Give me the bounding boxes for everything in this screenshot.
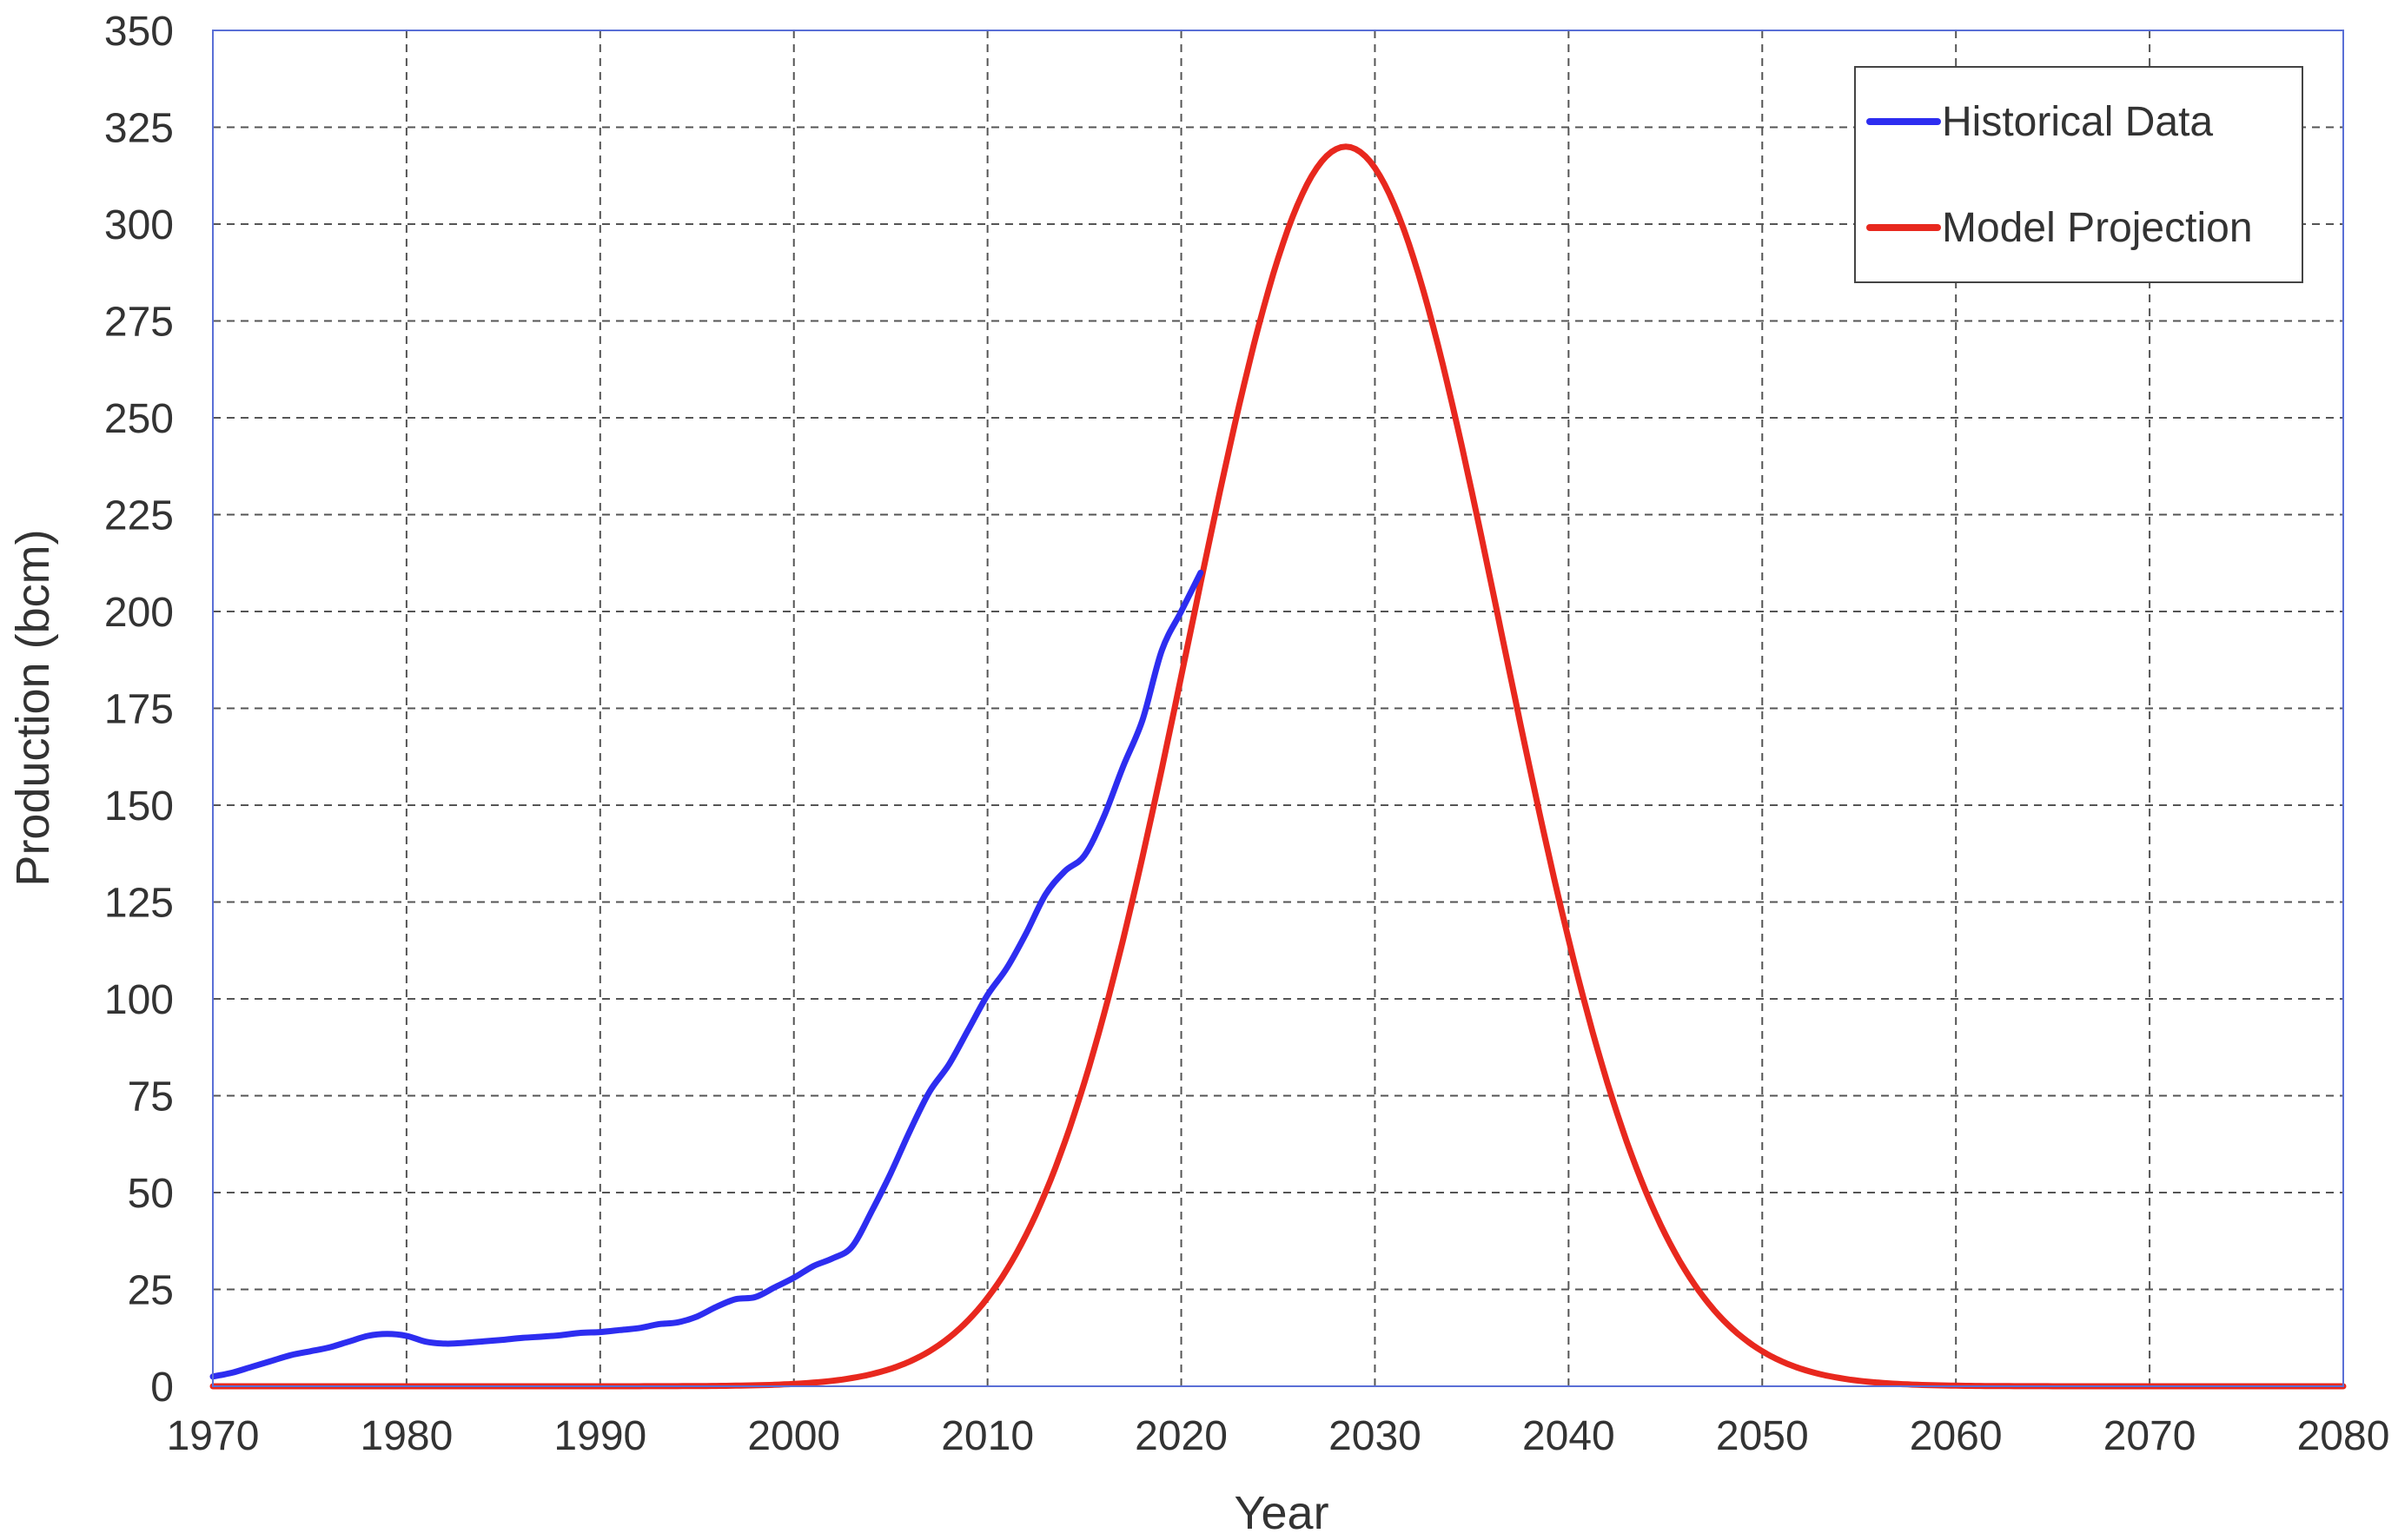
y-tick-label: 350 [104,9,174,55]
legend-box [1854,66,2303,283]
y-tick-label: 250 [104,396,174,442]
y-tick-label: 50 [128,1171,174,1217]
x-tick-label: 2080 [2297,1413,2390,1459]
x-tick-label: 2030 [1328,1413,1421,1459]
y-tick-label: 275 [104,300,174,346]
historical-data-line [209,569,1204,1380]
x-tick-label: 2010 [941,1413,1034,1459]
x-tick-label: 2020 [1135,1413,1228,1459]
x-tick-label: 1970 [167,1413,260,1459]
y-tick-label: 25 [128,1268,174,1314]
x-tick-label: 2060 [1910,1413,2003,1459]
x-tick-label: 2040 [1522,1413,1615,1459]
grid [213,30,2343,1386]
y-tick-label: 325 [104,106,174,152]
y-tick-label: 225 [104,493,174,539]
y-tick-label: 75 [128,1074,174,1120]
tick-labels: 1970 1980 1990 2000 2010 2020 2030 2040 2050 2060… [104,9,2389,1459]
x-tick-label: 2050 [1716,1413,1809,1459]
legend-label-historical: Historical Data [1942,99,2213,145]
x-axis-title: Year [1234,1487,1328,1536]
y-axis-title: Production (bcm) [7,529,59,886]
y-tick-label: 175 [104,687,174,733]
legend-label-model: Model Projection [1942,205,2253,251]
y-tick-label: 150 [104,783,174,829]
x-tick-label: 1990 [553,1413,646,1459]
y-tick-label: 300 [104,202,174,248]
y-tick-label: 200 [104,590,174,636]
plot-area-frame [212,30,2344,1387]
x-tick-label: 2070 [2103,1413,2196,1459]
legend: Historical Data Model Projection [1854,66,2303,283]
y-tick-label: 0 [150,1365,174,1411]
y-tick-label: 125 [104,881,174,927]
x-tick-label: 1980 [361,1413,454,1459]
x-tick-label: 2000 [747,1413,840,1459]
y-tick-label: 100 [104,977,174,1023]
